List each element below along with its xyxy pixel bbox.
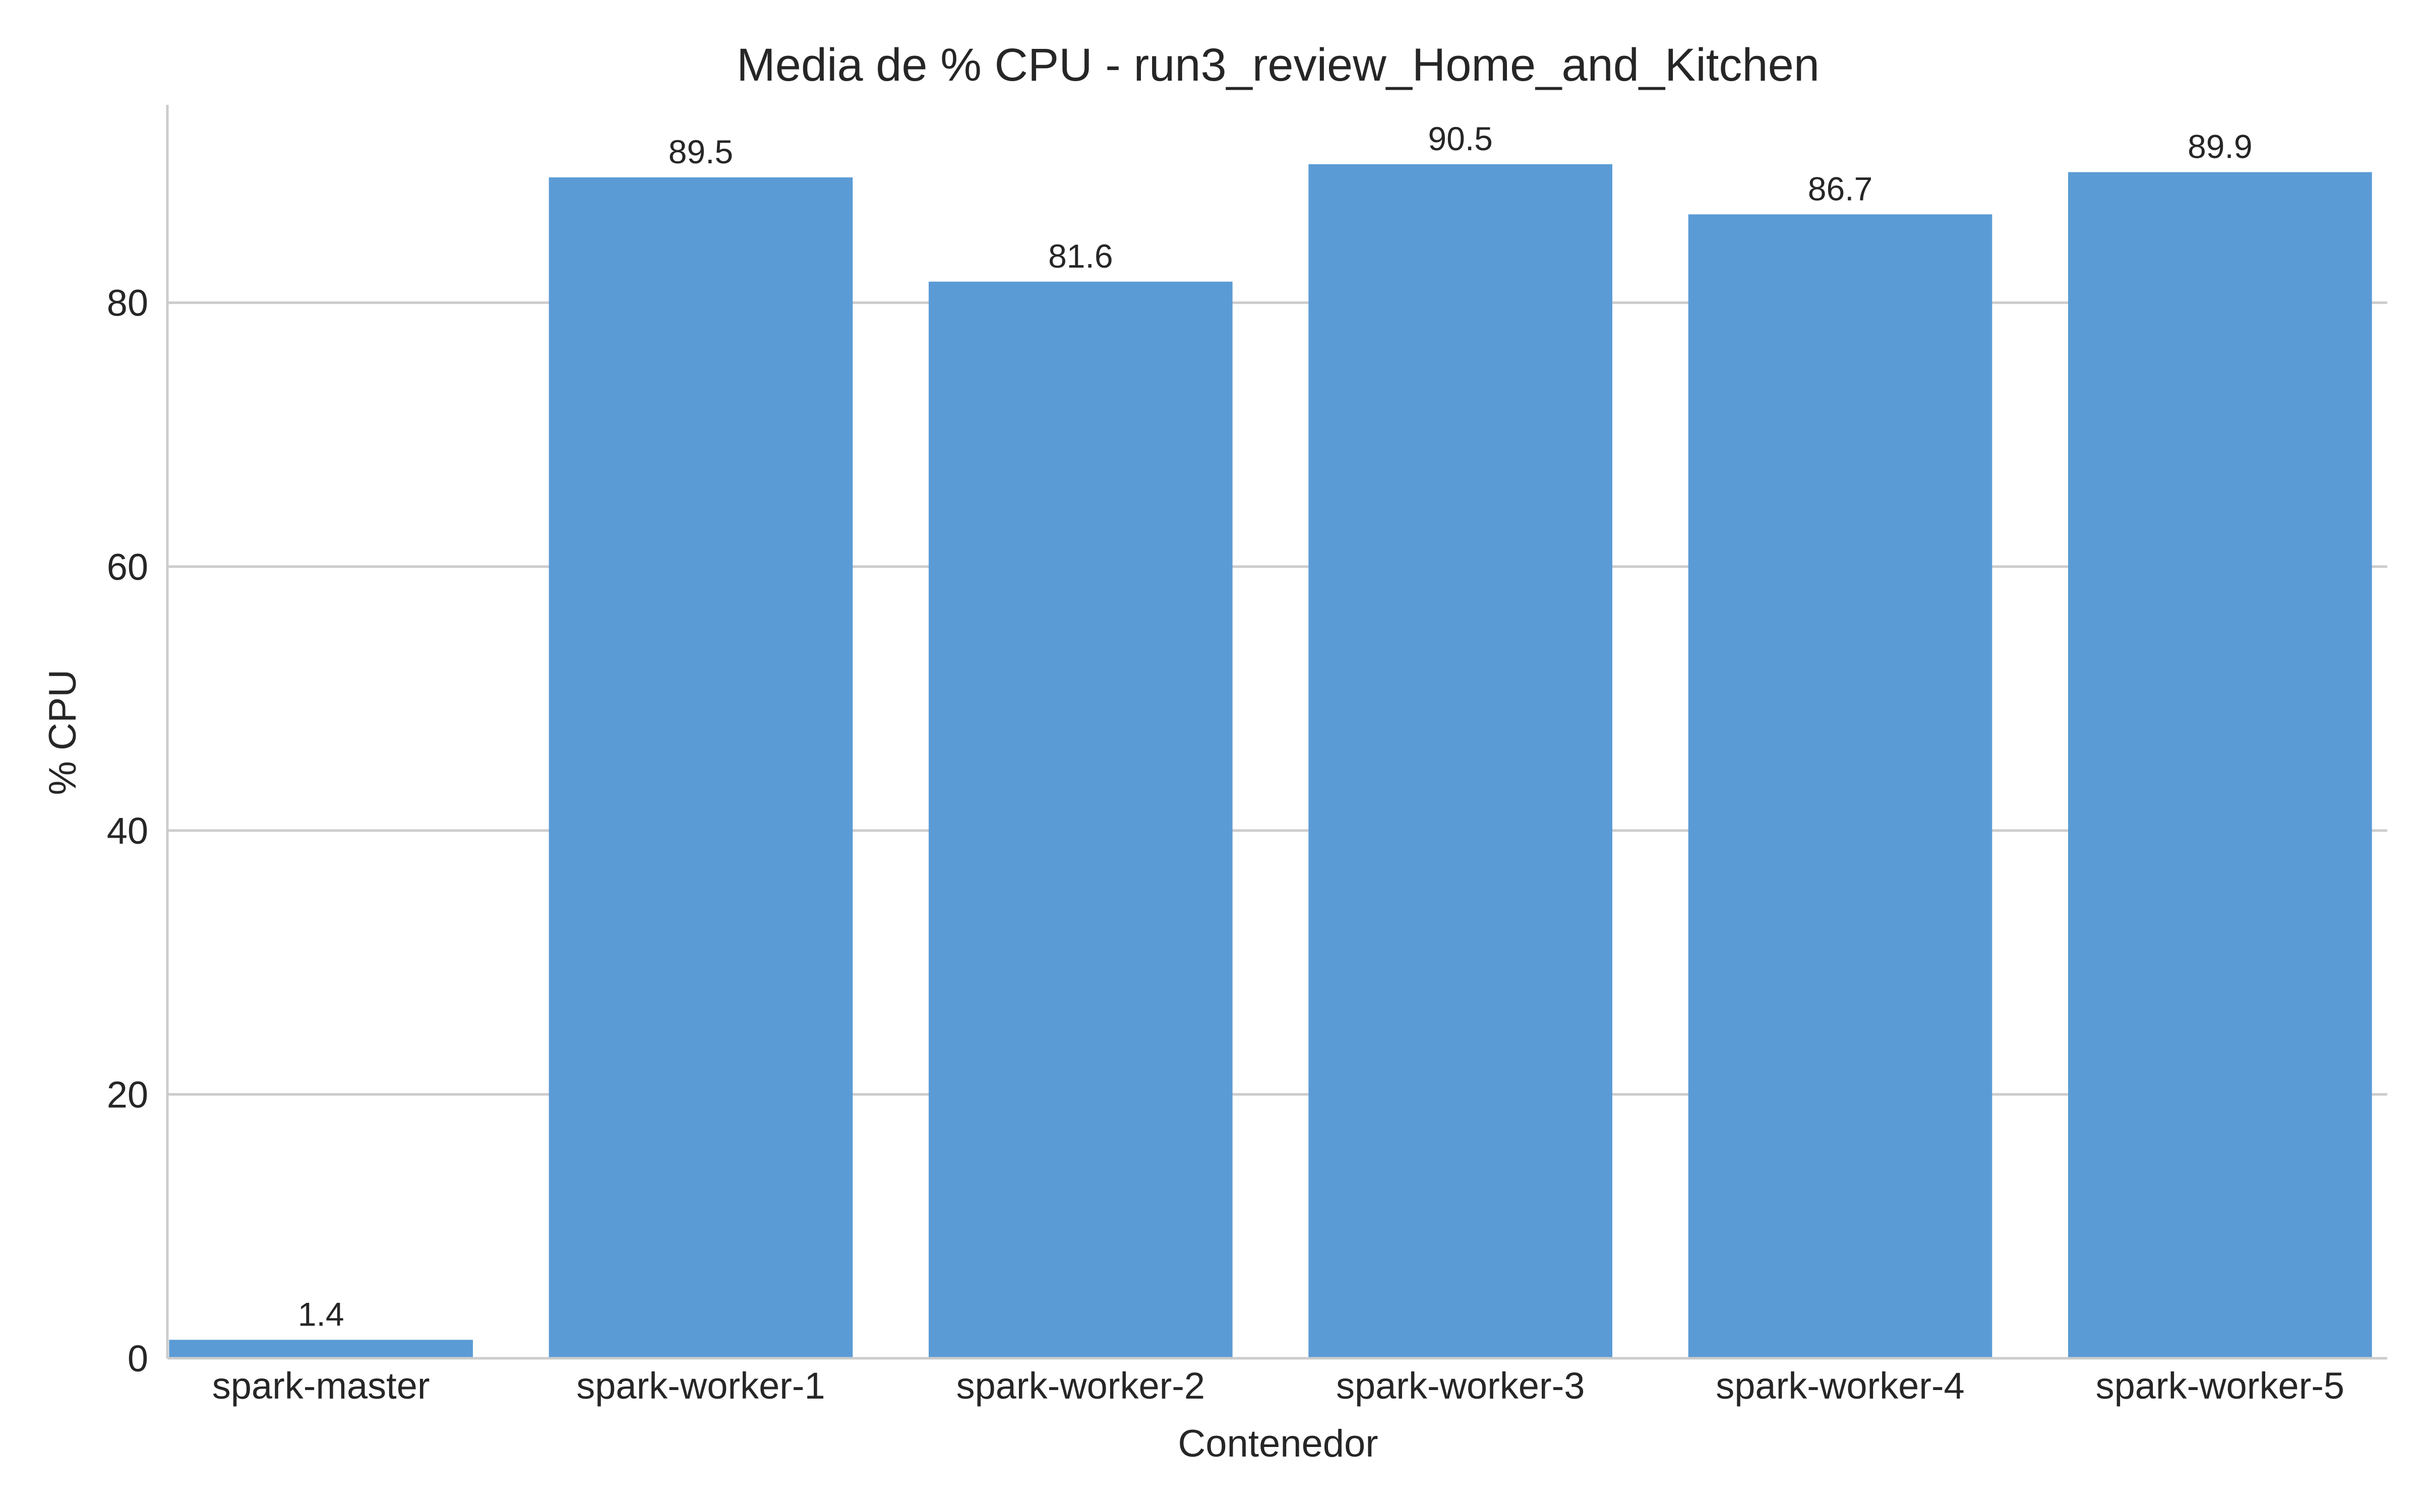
bar-spark-worker-2 [929,281,1233,1359]
data-labels: 1.4 89.5 81.6 90.5 86.7 89.9 [298,120,2253,1333]
y-tick-label: 0 [128,1338,148,1379]
bar-spark-worker-5 [2068,172,2372,1358]
x-tick-label: spark-worker-1 [576,1365,825,1407]
data-label: 81.6 [1048,237,1113,275]
axes [166,105,2387,1360]
bar-spark-master [169,1340,473,1358]
y-tick-label: 60 [107,546,148,588]
tick-labels: 0 20 40 60 80 spark-master spark-worker-1 spark… [107,282,2344,1407]
x-tick-label: spark-worker-4 [1716,1365,1964,1407]
y-tick-label: 80 [107,282,148,324]
x-tick-label: spark-worker-5 [2096,1365,2344,1407]
x-tick-label: spark-master [212,1365,430,1407]
bar-spark-worker-4 [1688,214,1992,1359]
gridlines [167,301,2387,1096]
data-label: 89.5 [669,133,733,170]
chart-title: Media de % CPU - run3_review_Home_and_Ki… [737,39,1820,91]
x-tick-label: spark-worker-3 [1336,1365,1585,1407]
y-axis-label: % CPU [41,669,84,795]
bar-spark-worker-1 [549,177,853,1359]
data-label: 90.5 [1428,120,1492,157]
data-label: 1.4 [298,1295,344,1333]
data-label: 89.9 [2188,128,2252,165]
data-label: 86.7 [1808,170,1872,207]
y-tick-label: 40 [107,810,148,852]
x-tick-label: spark-worker-2 [956,1365,1205,1407]
x-axis-label: Contenedor [1178,1422,1378,1465]
y-tick-label: 20 [107,1074,148,1115]
bar-spark-worker-3 [1308,164,1612,1359]
bars [169,164,2372,1359]
